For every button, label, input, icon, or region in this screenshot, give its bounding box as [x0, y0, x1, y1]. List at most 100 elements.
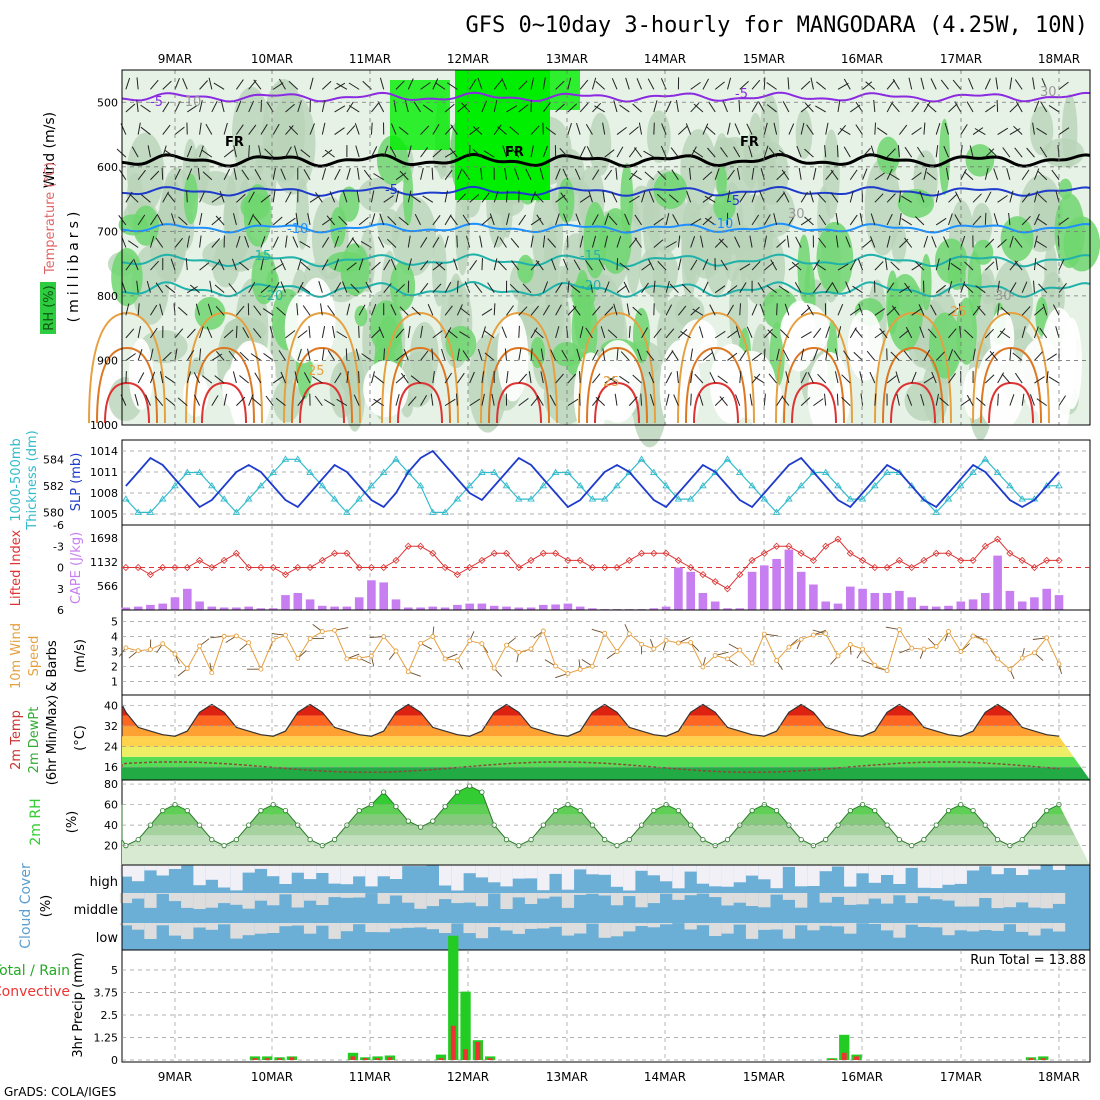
wind-barb: [315, 192, 323, 203]
wind-barb: [235, 79, 244, 90]
cloud-fraction-cell: [782, 865, 796, 867]
wind-barb: [456, 168, 463, 180]
lifted-index-point: [785, 542, 793, 550]
cloud-fraction-cell: [770, 865, 783, 889]
wind-barb: [407, 258, 412, 271]
wind-barb: [254, 169, 262, 180]
lifted-index-point: [355, 563, 363, 572]
wind-barb: [898, 190, 902, 203]
convective-bar: [362, 1058, 368, 1060]
wind-barb: [403, 349, 409, 361]
cloud-fraction-cell: [1003, 923, 1017, 925]
wind-barb: [464, 281, 471, 293]
cloud-fraction-cell: [795, 865, 808, 887]
wind-barb: [154, 395, 164, 406]
wind-barb: [935, 351, 945, 361]
wind-speed-point: [651, 646, 657, 652]
wind-barb: [862, 81, 873, 90]
wind-barb: [1021, 281, 1028, 293]
wind-barb: [248, 282, 256, 293]
wind-barb: [600, 326, 606, 339]
cloud-fraction-cell: [1016, 893, 1029, 903]
lifted-index-point: [416, 542, 425, 550]
rh-point: [994, 836, 1001, 843]
wind-barb: [377, 101, 385, 113]
wind-barb: [830, 192, 839, 203]
wind-barb: [579, 146, 586, 158]
wind-barb: [886, 213, 893, 226]
rh-green-blob: [240, 193, 270, 221]
thickness-point: [944, 495, 953, 502]
wind-barb: [186, 168, 193, 180]
wind-barb: [776, 303, 778, 316]
wind-barb: [668, 194, 679, 203]
wind-barb: [187, 104, 198, 113]
wind-barb: [559, 147, 569, 158]
wind-barb: [420, 282, 429, 293]
wind-speed-point: [909, 645, 915, 651]
wind-barb: [690, 218, 702, 226]
isotherm-minus5-upper: [121, 91, 1091, 103]
wind-barb: [288, 125, 299, 135]
contour-label: -10: [287, 222, 308, 237]
wind-barb: [1009, 77, 1013, 90]
wind-barb: [613, 303, 618, 316]
wind-speed-point: [258, 666, 264, 672]
wind-barb: [390, 304, 397, 316]
wind-barb: [1009, 394, 1015, 406]
thickness-point: [416, 481, 425, 489]
wind-barb: [1036, 240, 1047, 248]
rh-tick-label: 20: [104, 840, 118, 853]
wind-barb: [953, 350, 962, 361]
cloud-fraction-cell: [586, 893, 599, 894]
cloud-fraction-cell: [758, 923, 771, 930]
cape-bar: [968, 599, 978, 610]
rh-point: [405, 818, 411, 824]
wind-barb: [835, 235, 839, 248]
wind-barb: [727, 190, 731, 203]
wind-barb: [189, 284, 200, 294]
cloud-fraction-cell: [623, 923, 636, 932]
wind-barb: [320, 303, 323, 316]
wind-barb: [292, 236, 299, 248]
wind-barb: [1014, 260, 1023, 271]
wind-barb: [825, 348, 829, 361]
wind-barb: [1039, 327, 1048, 339]
cloud-fraction-cell: [574, 923, 587, 934]
contour-label: -20: [580, 279, 601, 294]
thickness-point: [699, 481, 707, 489]
wind-barb: [636, 78, 643, 90]
wind-barb: [1021, 215, 1031, 226]
cloud-fraction-cell: [930, 865, 943, 889]
wind-speed-point: [946, 628, 951, 634]
temp-band: [122, 715, 1090, 726]
wind-barb: [891, 305, 900, 316]
wind-barb: [1036, 217, 1048, 226]
cloud-fraction-cell: [917, 865, 931, 888]
temp-band: [122, 756, 1090, 768]
wind-barb: [253, 328, 262, 339]
wind-speed-point: [626, 631, 632, 637]
lifted-index-point: [257, 563, 265, 572]
wind-barb: [199, 213, 203, 226]
wind-barb: [206, 326, 213, 339]
wind-barb: [710, 348, 716, 361]
wind-speed-point: [540, 628, 546, 634]
lifted-index-point: [601, 563, 609, 572]
wind-barb: [763, 122, 768, 135]
wind-barb: [334, 105, 346, 113]
wind-barb: [462, 350, 471, 361]
wind-barb: [324, 399, 335, 407]
wind-barb: [843, 350, 851, 361]
wind-barb: [253, 215, 262, 226]
wind-barb: [690, 81, 701, 90]
wind-speed-point: [700, 664, 706, 670]
wind-barb: [764, 262, 774, 271]
cape-bar: [944, 605, 953, 611]
wind-barb: [395, 328, 405, 339]
wind-barb: [604, 376, 616, 384]
wind-barb: [207, 303, 213, 316]
cape-bar: [293, 593, 303, 610]
wind-barb: [948, 328, 957, 339]
